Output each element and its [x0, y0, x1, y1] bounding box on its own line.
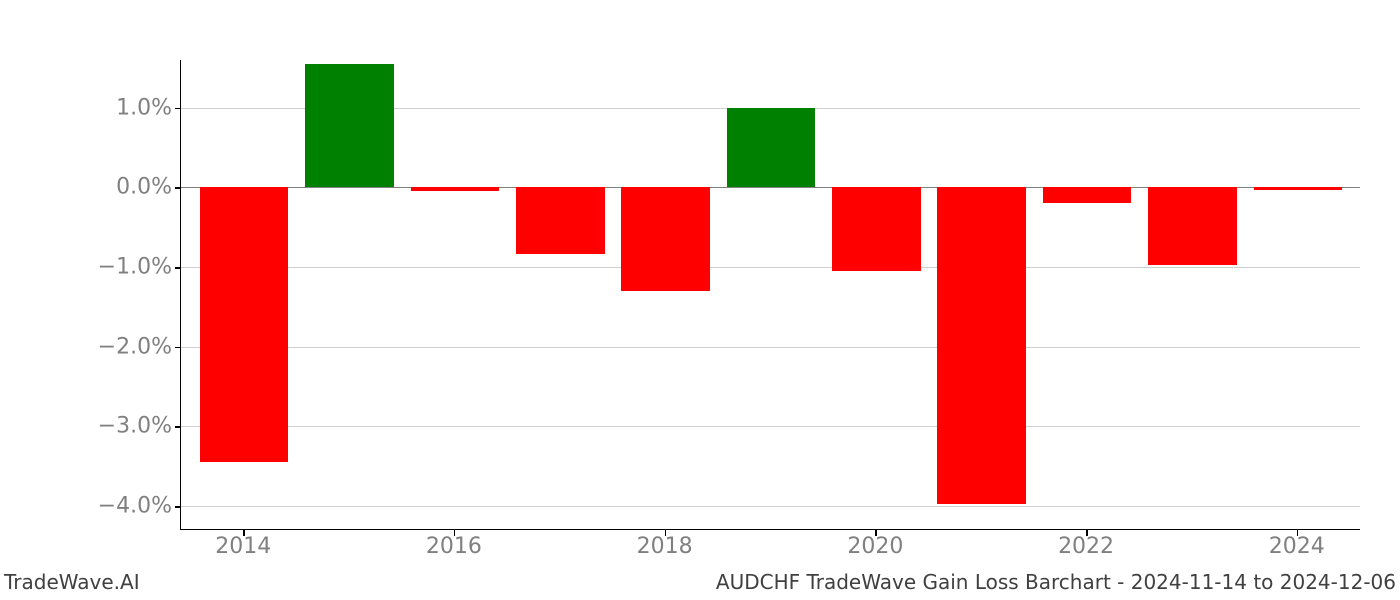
- x-tick-label: 2014: [215, 534, 271, 559]
- y-tick-mark: [175, 426, 181, 428]
- y-tick-label: −4.0%: [72, 494, 172, 519]
- y-tick-mark: [175, 506, 181, 508]
- plot-area: [180, 60, 1360, 530]
- y-tick-mark: [175, 108, 181, 110]
- bar: [305, 64, 394, 187]
- y-tick-label: −3.0%: [72, 414, 172, 439]
- chart-container: TradeWave.AI AUDCHF TradeWave Gain Loss …: [0, 0, 1400, 600]
- y-tick-label: −1.0%: [72, 255, 172, 280]
- footer-caption-right: AUDCHF TradeWave Gain Loss Barchart - 20…: [716, 570, 1396, 594]
- y-tick-mark: [175, 267, 181, 269]
- grid-line: [181, 347, 1360, 348]
- x-tick-label: 2022: [1058, 534, 1114, 559]
- x-tick-label: 2016: [426, 534, 482, 559]
- bar: [200, 187, 289, 462]
- grid-line: [181, 426, 1360, 427]
- footer-watermark-left: TradeWave.AI: [4, 570, 140, 594]
- bar: [937, 187, 1026, 503]
- bar: [516, 187, 605, 253]
- x-tick-label: 2020: [847, 534, 903, 559]
- y-tick-label: 0.0%: [72, 175, 172, 200]
- bar: [1148, 187, 1237, 264]
- grid-line: [181, 267, 1360, 268]
- y-tick-label: −2.0%: [72, 334, 172, 359]
- x-tick-label: 2024: [1269, 534, 1325, 559]
- bar: [1254, 187, 1343, 189]
- x-tick-label: 2018: [637, 534, 693, 559]
- bar: [1043, 187, 1132, 203]
- bar: [621, 187, 710, 291]
- bar: [411, 187, 500, 191]
- y-tick-mark: [175, 347, 181, 349]
- y-tick-label: 1.0%: [72, 95, 172, 120]
- bar: [727, 108, 816, 188]
- bar: [832, 187, 921, 271]
- grid-line: [181, 506, 1360, 507]
